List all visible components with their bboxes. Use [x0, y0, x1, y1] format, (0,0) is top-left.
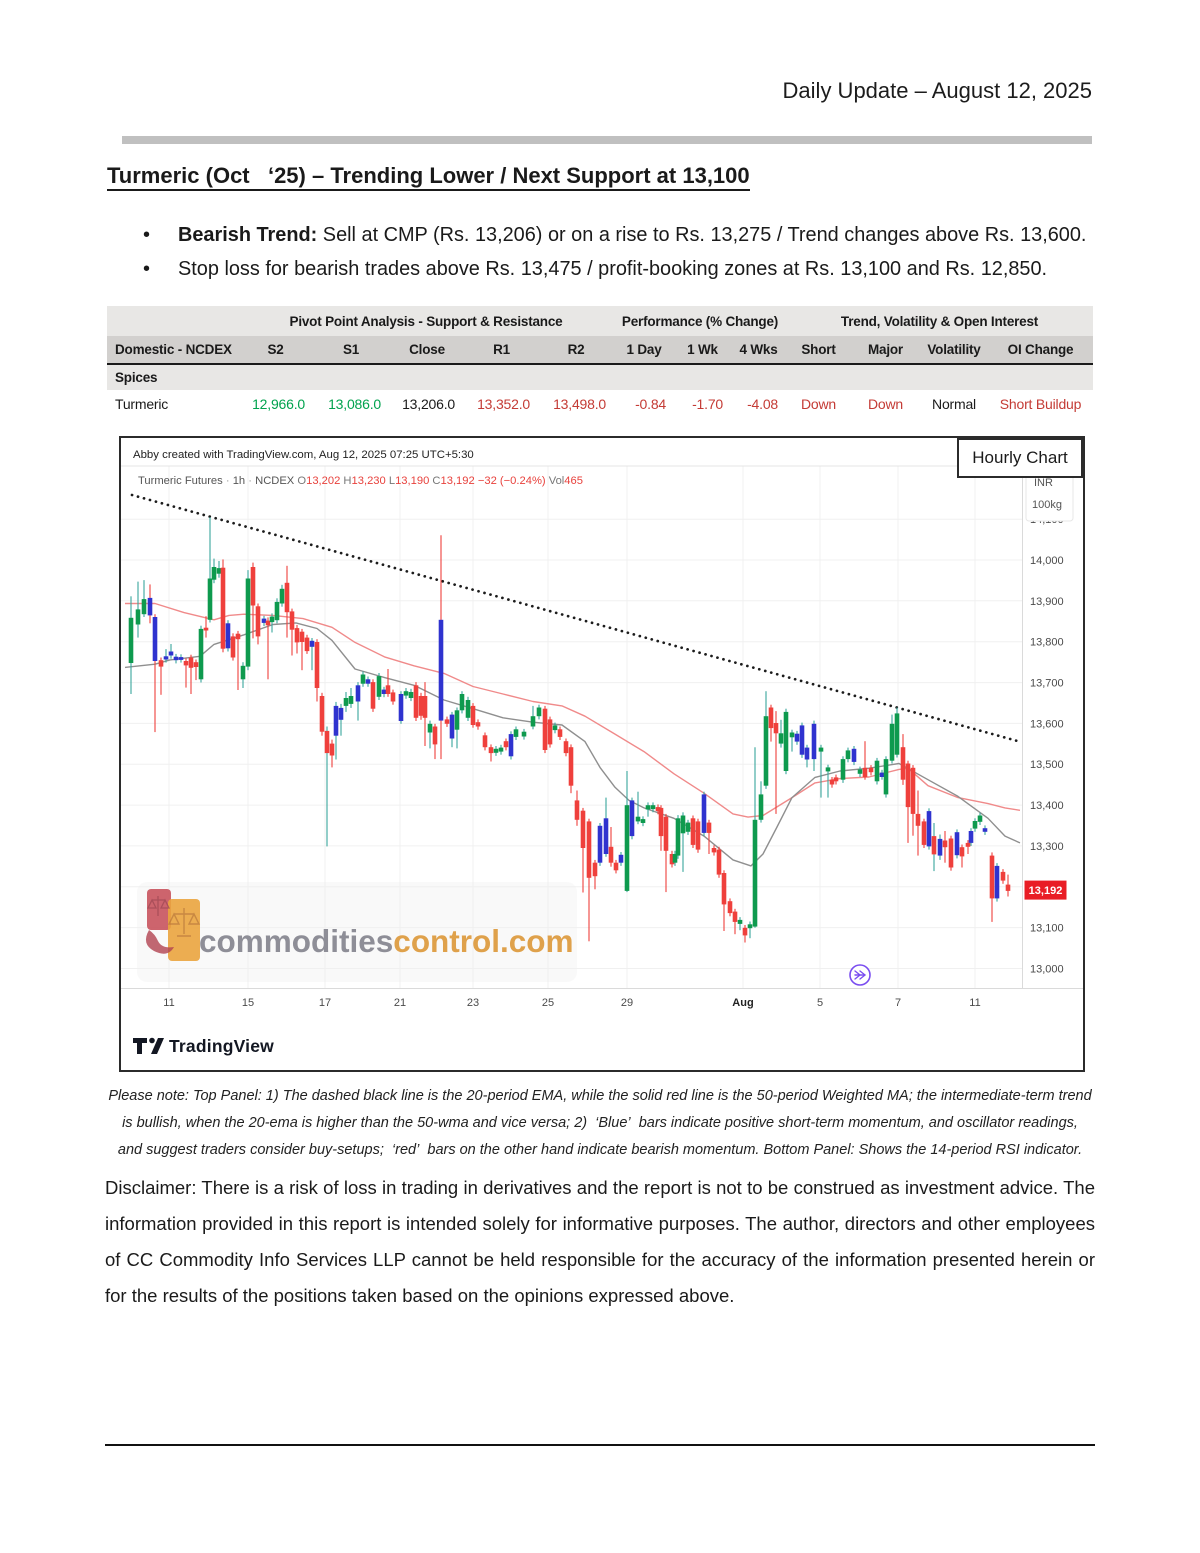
svg-text:5: 5 — [817, 997, 823, 1009]
svg-text:commoditiescontrol.com: commoditiescontrol.com — [199, 923, 574, 959]
svg-text:Turmeric Futures · 1h · NCDEX: Turmeric Futures · 1h · NCDEX O13,202 H1… — [138, 475, 583, 487]
svg-text:25: 25 — [542, 997, 554, 1009]
svg-text:100kg: 100kg — [1032, 499, 1062, 511]
svg-text:13,900: 13,900 — [1030, 596, 1064, 608]
svg-text:15: 15 — [242, 997, 254, 1009]
svg-text:11: 11 — [969, 997, 980, 1009]
svg-text:29: 29 — [621, 997, 633, 1009]
svg-text:13,192: 13,192 — [1029, 885, 1063, 897]
svg-text:TradingView: TradingView — [169, 1036, 274, 1056]
svg-text:Abby created with TradingView.: Abby created with TradingView.com, Aug 1… — [133, 449, 474, 461]
svg-text:13,700: 13,700 — [1030, 678, 1064, 690]
svg-text:11: 11 — [163, 997, 174, 1009]
svg-text:17: 17 — [319, 997, 331, 1009]
svg-text:13,600: 13,600 — [1030, 718, 1064, 730]
svg-text:13,400: 13,400 — [1030, 800, 1064, 812]
svg-text:14,000: 14,000 — [1030, 555, 1064, 567]
svg-text:13,500: 13,500 — [1030, 759, 1064, 771]
svg-text:13,300: 13,300 — [1030, 841, 1064, 853]
svg-text:23: 23 — [467, 997, 479, 1009]
svg-text:21: 21 — [394, 997, 406, 1009]
svg-text:13,000: 13,000 — [1030, 964, 1064, 976]
svg-text:13,800: 13,800 — [1030, 637, 1064, 649]
svg-text:13,100: 13,100 — [1030, 923, 1064, 935]
svg-text:Aug: Aug — [732, 997, 753, 1009]
svg-text:7: 7 — [895, 997, 901, 1009]
svg-text:INR: INR — [1034, 477, 1053, 489]
